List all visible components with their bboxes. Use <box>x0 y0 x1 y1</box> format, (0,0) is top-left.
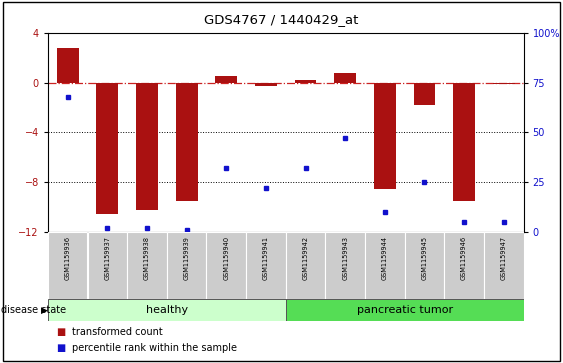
Text: transformed count: transformed count <box>72 327 163 337</box>
Bar <box>48 299 285 321</box>
Text: GSM1159942: GSM1159942 <box>302 236 309 280</box>
Text: GSM1159940: GSM1159940 <box>224 236 229 280</box>
Bar <box>484 232 524 299</box>
Bar <box>176 82 198 201</box>
Bar <box>334 73 356 82</box>
Text: ■: ■ <box>56 343 65 353</box>
Bar <box>127 232 167 299</box>
Text: GSM1159937: GSM1159937 <box>104 236 110 280</box>
Text: GSM1159938: GSM1159938 <box>144 236 150 280</box>
Text: ■: ■ <box>56 327 65 337</box>
Bar <box>167 232 207 299</box>
Text: GSM1159936: GSM1159936 <box>65 236 71 280</box>
Text: ▶: ▶ <box>41 306 47 314</box>
Text: GSM1159939: GSM1159939 <box>184 236 190 280</box>
Text: GSM1159947: GSM1159947 <box>501 236 507 280</box>
Text: disease state: disease state <box>1 305 66 315</box>
Bar <box>444 232 484 299</box>
Bar <box>286 232 325 299</box>
Bar <box>96 82 118 213</box>
Text: GSM1159945: GSM1159945 <box>422 236 427 280</box>
Bar <box>87 232 127 299</box>
Bar <box>453 82 475 201</box>
Text: GSM1159941: GSM1159941 <box>263 236 269 280</box>
Bar <box>48 232 87 299</box>
Bar <box>405 232 444 299</box>
Bar <box>493 82 515 84</box>
Text: percentile rank within the sample: percentile rank within the sample <box>72 343 237 353</box>
Bar <box>294 80 316 82</box>
Bar <box>255 82 277 86</box>
Bar <box>285 299 524 321</box>
Bar <box>365 232 405 299</box>
Text: GDS4767 / 1440429_at: GDS4767 / 1440429_at <box>204 13 359 26</box>
Bar <box>136 82 158 210</box>
Bar <box>207 232 246 299</box>
Bar <box>414 82 435 105</box>
Bar <box>325 232 365 299</box>
Bar <box>57 48 79 82</box>
Text: GSM1159944: GSM1159944 <box>382 236 388 280</box>
Bar <box>246 232 285 299</box>
Bar <box>374 82 396 189</box>
Text: healthy: healthy <box>146 305 188 315</box>
Text: pancreatic tumor: pancreatic tumor <box>356 305 453 315</box>
Bar <box>216 76 237 82</box>
Text: GSM1159946: GSM1159946 <box>461 236 467 280</box>
Text: GSM1159943: GSM1159943 <box>342 236 348 280</box>
